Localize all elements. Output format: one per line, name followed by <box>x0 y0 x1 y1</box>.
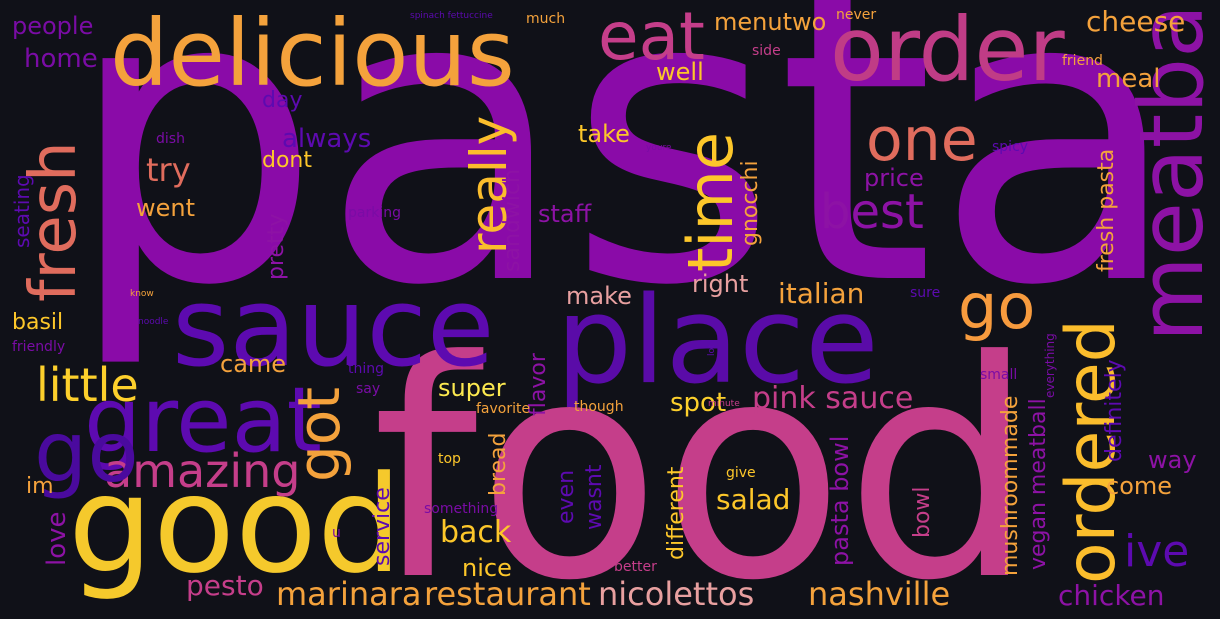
word-home: home <box>24 44 98 74</box>
word-different: different <box>664 466 689 560</box>
word-sandwich: sandwich <box>500 169 525 272</box>
word-italian: italian <box>778 277 865 310</box>
word-flavor: flavor <box>526 353 551 416</box>
word-top: top <box>438 451 461 467</box>
word-favorite: favorite <box>476 401 531 417</box>
word-something: something <box>424 501 499 517</box>
word-marinara: marinara <box>276 575 422 613</box>
word-give: give <box>726 465 756 481</box>
word-come: come <box>1106 472 1173 500</box>
word-ive: ive <box>1124 526 1190 577</box>
word-basil: basil <box>12 310 64 335</box>
word-minute: minute <box>708 399 740 409</box>
word-pesto: pesto <box>186 569 264 602</box>
word-great: great <box>84 368 322 473</box>
word-people: people <box>12 12 94 40</box>
word-make: make <box>566 282 632 310</box>
word-nice: nice <box>462 554 512 582</box>
word-sauce: sauce <box>172 263 495 391</box>
word-day: day <box>262 88 303 113</box>
word-go-2: go <box>34 403 139 501</box>
word-spot: spot <box>670 388 727 418</box>
word-bowl: bowl <box>910 486 935 538</box>
word-nashville: nashville <box>808 575 951 613</box>
word-parking: parking <box>348 205 401 221</box>
word-thing: thing <box>348 361 385 377</box>
word-gnocchi: gnocchi <box>738 160 763 246</box>
word-price: price <box>864 164 924 192</box>
word-youre: youre <box>646 143 672 153</box>
word-love: love <box>42 511 72 566</box>
word-pasta: pasta <box>66 0 1181 373</box>
word-super: super <box>438 374 506 402</box>
word-fresh-pasta: fresh pasta <box>1094 148 1119 272</box>
word-take: take <box>578 120 630 148</box>
word-went: went <box>136 194 196 222</box>
word-service: service <box>370 487 395 566</box>
word-well: well <box>656 58 704 86</box>
word-time: time <box>674 131 747 272</box>
word-amazing: amazing <box>104 444 301 498</box>
word-salad: salad <box>716 483 791 516</box>
word-back: back <box>440 515 512 550</box>
word-lot: lot <box>707 344 717 356</box>
word-small: small <box>980 367 1018 383</box>
word-im: im <box>26 474 54 499</box>
word-way: way <box>1148 446 1197 474</box>
word-always: always <box>282 124 372 154</box>
word-pasta-bowl: pasta bowl <box>826 435 854 566</box>
word-place: place <box>556 272 879 411</box>
word-best: best <box>820 184 924 240</box>
word-much: much <box>526 11 566 27</box>
word-eat: eat <box>598 0 705 75</box>
word-meal: meal <box>1096 64 1161 94</box>
word-try: try <box>146 151 191 189</box>
word-order: order <box>830 0 1065 101</box>
word-seating: seating <box>10 174 34 248</box>
word-pink-sauce: pink sauce <box>752 381 914 416</box>
word-dont: dont <box>262 148 312 173</box>
word-everything: everything <box>1043 333 1057 398</box>
word-mushroom: mushroom <box>998 458 1023 576</box>
word-know: know <box>130 289 154 299</box>
word-food: food <box>372 297 1036 619</box>
word-right: right <box>692 270 749 298</box>
word-bread: bread <box>486 432 511 496</box>
word-good: good <box>68 447 403 603</box>
word-vegan-meatball: vegan meatball <box>1026 398 1051 570</box>
word-came: came <box>220 350 287 378</box>
word-go: go <box>958 270 1036 343</box>
word-sure: sure <box>910 285 941 301</box>
word-meatball: meatball <box>1120 0 1220 342</box>
word-spinach-fettuccine: spinach fettuccine <box>410 11 493 21</box>
word-staff: staff <box>538 200 592 228</box>
word-say: say <box>356 381 381 397</box>
word-restaurant: restaurant <box>424 575 591 613</box>
word-spicy: spicy <box>992 139 1029 155</box>
word-friendly: friendly <box>12 339 66 355</box>
word-though: though <box>574 399 624 415</box>
word-delicious: delicious <box>110 0 515 107</box>
word-dish: dish <box>156 131 185 147</box>
word-pretty: pretty <box>264 213 289 280</box>
word-u: u <box>332 525 341 541</box>
word-cheese: cheese <box>1086 5 1186 38</box>
word-made: made <box>998 395 1023 458</box>
word-definitely: definitely <box>1102 359 1127 462</box>
word-one: one <box>866 105 978 175</box>
word-nicolettos: nicolettos <box>598 575 755 613</box>
word-never: never <box>836 7 877 23</box>
word-side: side <box>752 43 781 59</box>
word-chicken: chicken <box>1058 579 1165 612</box>
word-menutwo: menutwo <box>714 8 827 36</box>
word-little: little <box>36 358 139 412</box>
word-friend: friend <box>1062 53 1103 69</box>
word-wasnt: wasnt <box>582 464 607 530</box>
word-noodle: noodle <box>138 317 169 327</box>
word-better: better <box>614 559 657 575</box>
word-even: even <box>554 469 579 524</box>
